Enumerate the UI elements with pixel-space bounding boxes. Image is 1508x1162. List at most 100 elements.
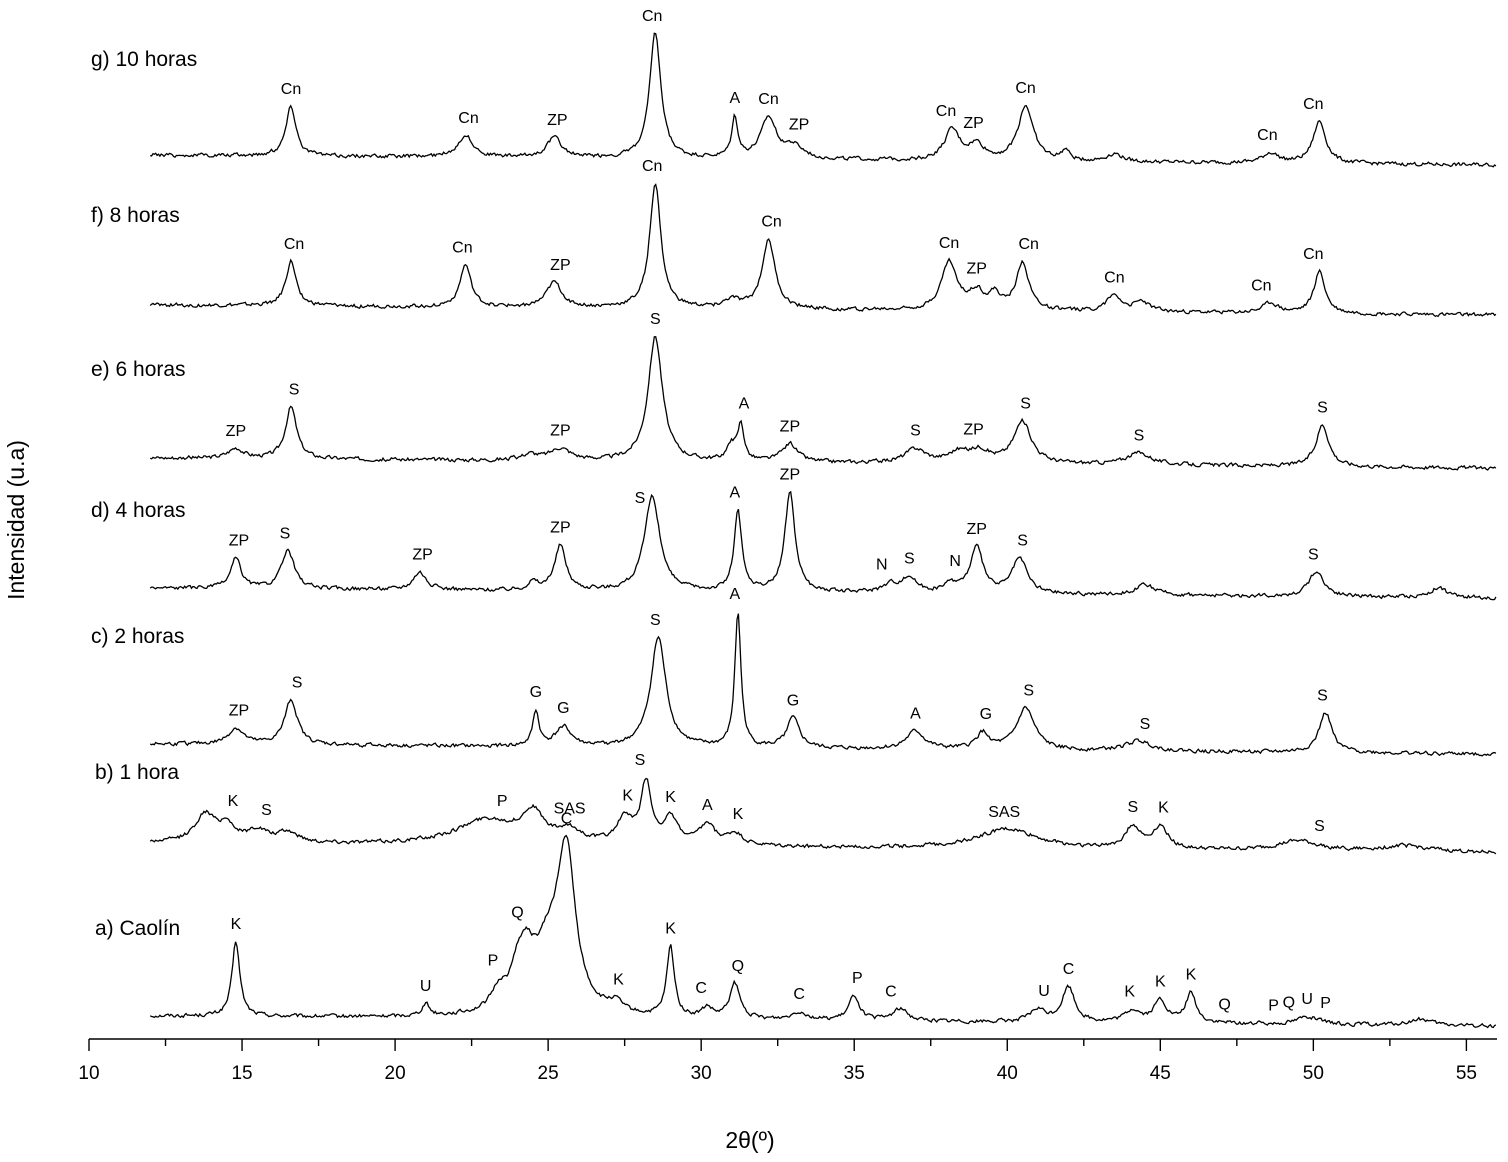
traces-group: [149, 32, 1497, 1029]
peak-label: ZP: [412, 547, 432, 564]
peak-label: Cn: [281, 81, 301, 98]
x-tick-label: 45: [1150, 1063, 1171, 1084]
peak-label: ZP: [226, 423, 246, 440]
peak-label: P: [497, 793, 508, 810]
peak-label: K: [665, 789, 676, 806]
peak-label: Cn: [758, 91, 778, 108]
peak-label: ZP: [780, 419, 800, 436]
peak-label: S: [1140, 716, 1151, 733]
peak-label: P: [1268, 997, 1279, 1014]
peak-label: Cn: [1104, 269, 1124, 286]
sample-labels-group: a) Caolín b) 1 hora c) 2 horas d) 4 horas e)…: [91, 48, 197, 940]
peak-label: Q: [732, 958, 744, 975]
series-label-0: a) Caolín: [95, 917, 180, 940]
peak-label: S: [1317, 400, 1328, 417]
peak-label: C: [1063, 961, 1075, 978]
series-trace-1: [149, 777, 1497, 855]
peak-label: Cn: [1015, 80, 1035, 97]
peak-label: S: [650, 311, 661, 328]
series-label-6: g) 10 horas: [91, 48, 197, 71]
peak-label: K: [613, 972, 624, 989]
peak-label: ZP: [966, 521, 986, 538]
peak-label: SAS: [988, 804, 1020, 821]
x-axis-label: 2θ(º): [725, 1127, 774, 1153]
peak-label: K: [231, 916, 242, 933]
peak-label: A: [910, 706, 921, 723]
peak-label: S: [1308, 546, 1319, 563]
peak-label: Q: [511, 904, 523, 921]
x-tick-label: 30: [691, 1063, 712, 1084]
peak-label: S: [910, 423, 921, 440]
peak-label: U: [420, 978, 432, 995]
peak-label: ZP: [789, 117, 809, 134]
peak-label: S: [1314, 818, 1325, 835]
peak-label: Cn: [642, 8, 662, 25]
series-trace-5: [149, 183, 1497, 318]
peak-label: S: [261, 802, 272, 819]
peak-label: K: [1186, 967, 1197, 984]
peak-label: Q: [1283, 995, 1295, 1012]
peak-label: K: [665, 921, 676, 938]
peak-label: A: [739, 396, 750, 413]
peak-label: G: [557, 700, 569, 717]
peak-label: N: [876, 557, 888, 574]
peak-label: K: [1124, 984, 1135, 1001]
peak-label: K: [1158, 800, 1169, 817]
peak-label: ZP: [966, 260, 986, 277]
peak-label: S: [1020, 396, 1031, 413]
peak-label: S: [1023, 683, 1034, 700]
peak-label: Cn: [761, 213, 781, 230]
peak-label: ZP: [550, 520, 570, 537]
peak-label: S: [635, 752, 646, 769]
series-trace-6: [149, 32, 1497, 168]
series-trace-4: [149, 336, 1497, 471]
series-trace-0: [149, 834, 1497, 1029]
peak-label: Cn: [284, 236, 304, 253]
peak-label: Cn: [1303, 246, 1323, 263]
peak-label: ZP: [550, 257, 570, 274]
peak-label: Cn: [1251, 278, 1271, 295]
peak-label: ZP: [229, 703, 249, 720]
x-tick-label: 20: [385, 1063, 406, 1084]
peak-label: A: [702, 797, 713, 814]
peak-label: Cn: [939, 235, 959, 252]
peak-label: G: [787, 692, 799, 709]
series-trace-2: [149, 613, 1497, 757]
peak-label: C: [561, 810, 573, 827]
x-axis: 10 15 20 25 30 35 40 45 50 55: [78, 1038, 1497, 1084]
peak-label: ZP: [780, 466, 800, 483]
peak-label: A: [729, 586, 740, 603]
peak-label: N: [949, 553, 961, 570]
series-label-5: f) 8 horas: [91, 204, 180, 227]
peak-label: S: [635, 490, 646, 507]
x-tick-label: 55: [1456, 1063, 1477, 1084]
series-trace-3: [149, 490, 1497, 601]
peak-label: S: [1127, 799, 1138, 816]
peak-label: A: [729, 485, 740, 502]
peak-label: Cn: [1018, 236, 1038, 253]
peak-label: G: [980, 706, 992, 723]
x-tick-label: 35: [844, 1063, 865, 1084]
peak-label: A: [729, 90, 740, 107]
x-tick-label: 40: [997, 1063, 1018, 1084]
peak-label: Cn: [458, 110, 478, 127]
peak-label: U: [1301, 991, 1313, 1008]
peak-label: S: [280, 525, 291, 542]
peak-label: S: [1317, 688, 1328, 705]
peak-label: SAS: [554, 800, 586, 817]
peak-label: K: [228, 793, 239, 810]
peak-label: S: [292, 675, 303, 692]
x-tick-label: 25: [538, 1063, 559, 1084]
peak-label: S: [289, 382, 300, 399]
series-label-3: d) 4 horas: [91, 499, 186, 522]
peak-label: S: [650, 612, 661, 629]
peak-label: C: [885, 984, 897, 1001]
series-label-4: e) 6 horas: [91, 358, 186, 381]
peak-label: Cn: [642, 158, 662, 175]
x-tick-label: 50: [1303, 1063, 1324, 1084]
series-label-2: c) 2 horas: [91, 625, 184, 648]
peak-label: Cn: [1257, 127, 1277, 144]
peak-label: K: [1155, 974, 1166, 991]
x-tick-label: 10: [78, 1063, 99, 1084]
